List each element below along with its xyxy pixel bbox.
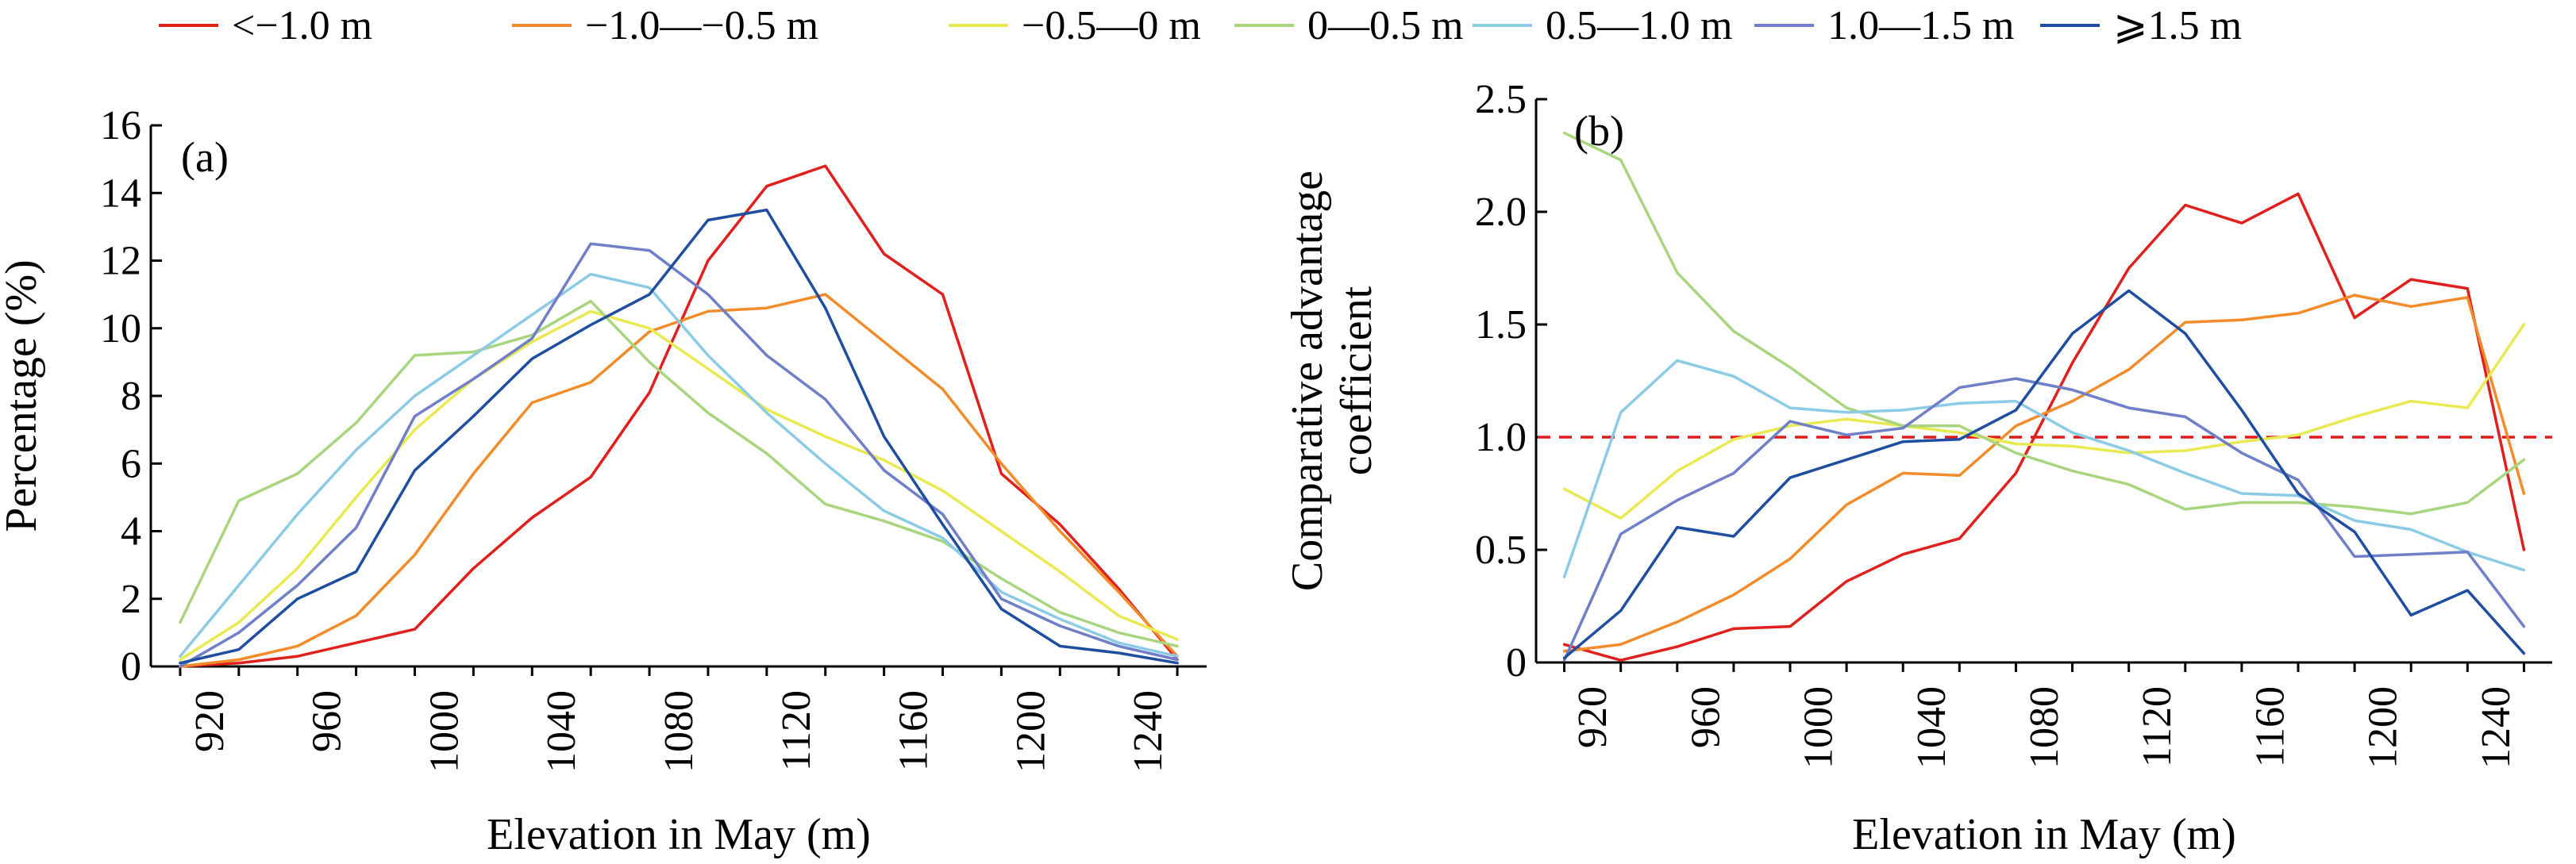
x-tick-label-5: 1120	[2135, 686, 2180, 767]
panel-b-chart: 0 0.5 1.0 1.5 2.0 2.5 920 960 1000 1040 1080 1120 11…	[1283, 77, 2552, 859]
y-tick-label-6: 12	[100, 239, 141, 284]
y-tick-label-4: 8	[121, 374, 141, 419]
series-line-6	[179, 208, 1179, 665]
x-tick-label-1: 960	[305, 690, 350, 752]
series-line-2	[1562, 323, 2526, 520]
series-line-1	[1562, 294, 2526, 653]
y-axis-label-line2: coefficient	[1332, 286, 1381, 475]
y-tick-label-2: 1.0	[1475, 415, 1527, 460]
panel-label: (a)	[181, 133, 229, 181]
panel-a-chart: 0 2 4 6 8 10 12 14 16 920 960 1000 1040 1080 1120 1160 1…	[0, 103, 1207, 859]
y-tick-label-0: 0	[121, 644, 141, 689]
y-tick-label-3: 1.5	[1475, 302, 1527, 348]
legend: <−1.0 m −1.0—−0.5 m −0.5—0 m 0—0.5 m 0.5—1.0…	[159, 3, 2242, 48]
y-tick-label-5: 10	[100, 306, 141, 351]
y-tick-label-1: 0.5	[1475, 528, 1527, 573]
series-line-0	[179, 164, 1179, 668]
x-tick-label-4: 1080	[2022, 686, 2067, 769]
legend-label-2: −0.5—0 m	[1022, 3, 1201, 48]
y-tick-label-7: 14	[100, 171, 141, 216]
x-tick-label-1: 960	[1683, 686, 1728, 748]
x-tick-label-0: 920	[1570, 686, 1615, 748]
y-tick-label-1: 2	[121, 577, 141, 622]
x-tick-label-2: 1000	[1796, 686, 1842, 769]
x-axis-label: Elevation in May (m)	[1852, 810, 2236, 859]
series-line-2	[179, 309, 1179, 662]
x-tick-label-5: 1120	[774, 690, 819, 771]
x-tick-label-2: 1000	[422, 690, 467, 773]
y-tick-label-4: 2.0	[1475, 190, 1527, 235]
series-line-0	[1562, 192, 2526, 662]
y-axis-label: Percentage (%)	[0, 259, 46, 532]
legend-label-1: −1.0—−0.5 m	[585, 3, 818, 48]
series-line-6	[1562, 289, 2526, 660]
y-tick-label-5: 2.5	[1475, 77, 1527, 122]
legend-label-3: 0—0.5 m	[1307, 3, 1463, 48]
series-line-3	[1562, 131, 2526, 516]
x-tick-label-4: 1080	[657, 690, 702, 773]
y-axis-label-line1: Comparative advantage	[1283, 171, 1332, 591]
series-line-4	[179, 272, 1179, 658]
x-tick-label-7: 1200	[2361, 686, 2406, 769]
legend-label-4: 0.5—1.0 m	[1546, 3, 1732, 48]
x-axis-label: Elevation in May (m)	[487, 810, 871, 859]
x-tick-label-3: 1040	[539, 690, 584, 773]
panel-label: (b)	[1574, 107, 1624, 155]
series-line-5	[179, 242, 1179, 668]
legend-label-5: 1.0—1.5 m	[1827, 3, 2014, 48]
legend-label-6: ⩾1.5 m	[2113, 3, 2242, 48]
y-tick-label-0: 0	[1506, 640, 1527, 685]
x-tick-label-7: 1200	[1008, 690, 1053, 773]
x-tick-label-8: 1240	[1126, 690, 1171, 773]
x-tick-label-3: 1040	[1909, 686, 1954, 769]
series-line-4	[1562, 359, 2526, 578]
x-tick-label-6: 1160	[2247, 686, 2293, 767]
series-line-3	[179, 299, 1179, 648]
series-line-5	[1562, 377, 2526, 662]
y-tick-label-3: 6	[121, 441, 141, 486]
legend-label-0: <−1.0 m	[232, 3, 372, 48]
x-tick-label-6: 1160	[891, 690, 937, 771]
y-tick-label-2: 4	[121, 509, 141, 555]
x-tick-label-0: 920	[187, 690, 233, 752]
y-tick-label-8: 16	[100, 103, 141, 148]
x-tick-label-8: 1240	[2474, 686, 2519, 769]
